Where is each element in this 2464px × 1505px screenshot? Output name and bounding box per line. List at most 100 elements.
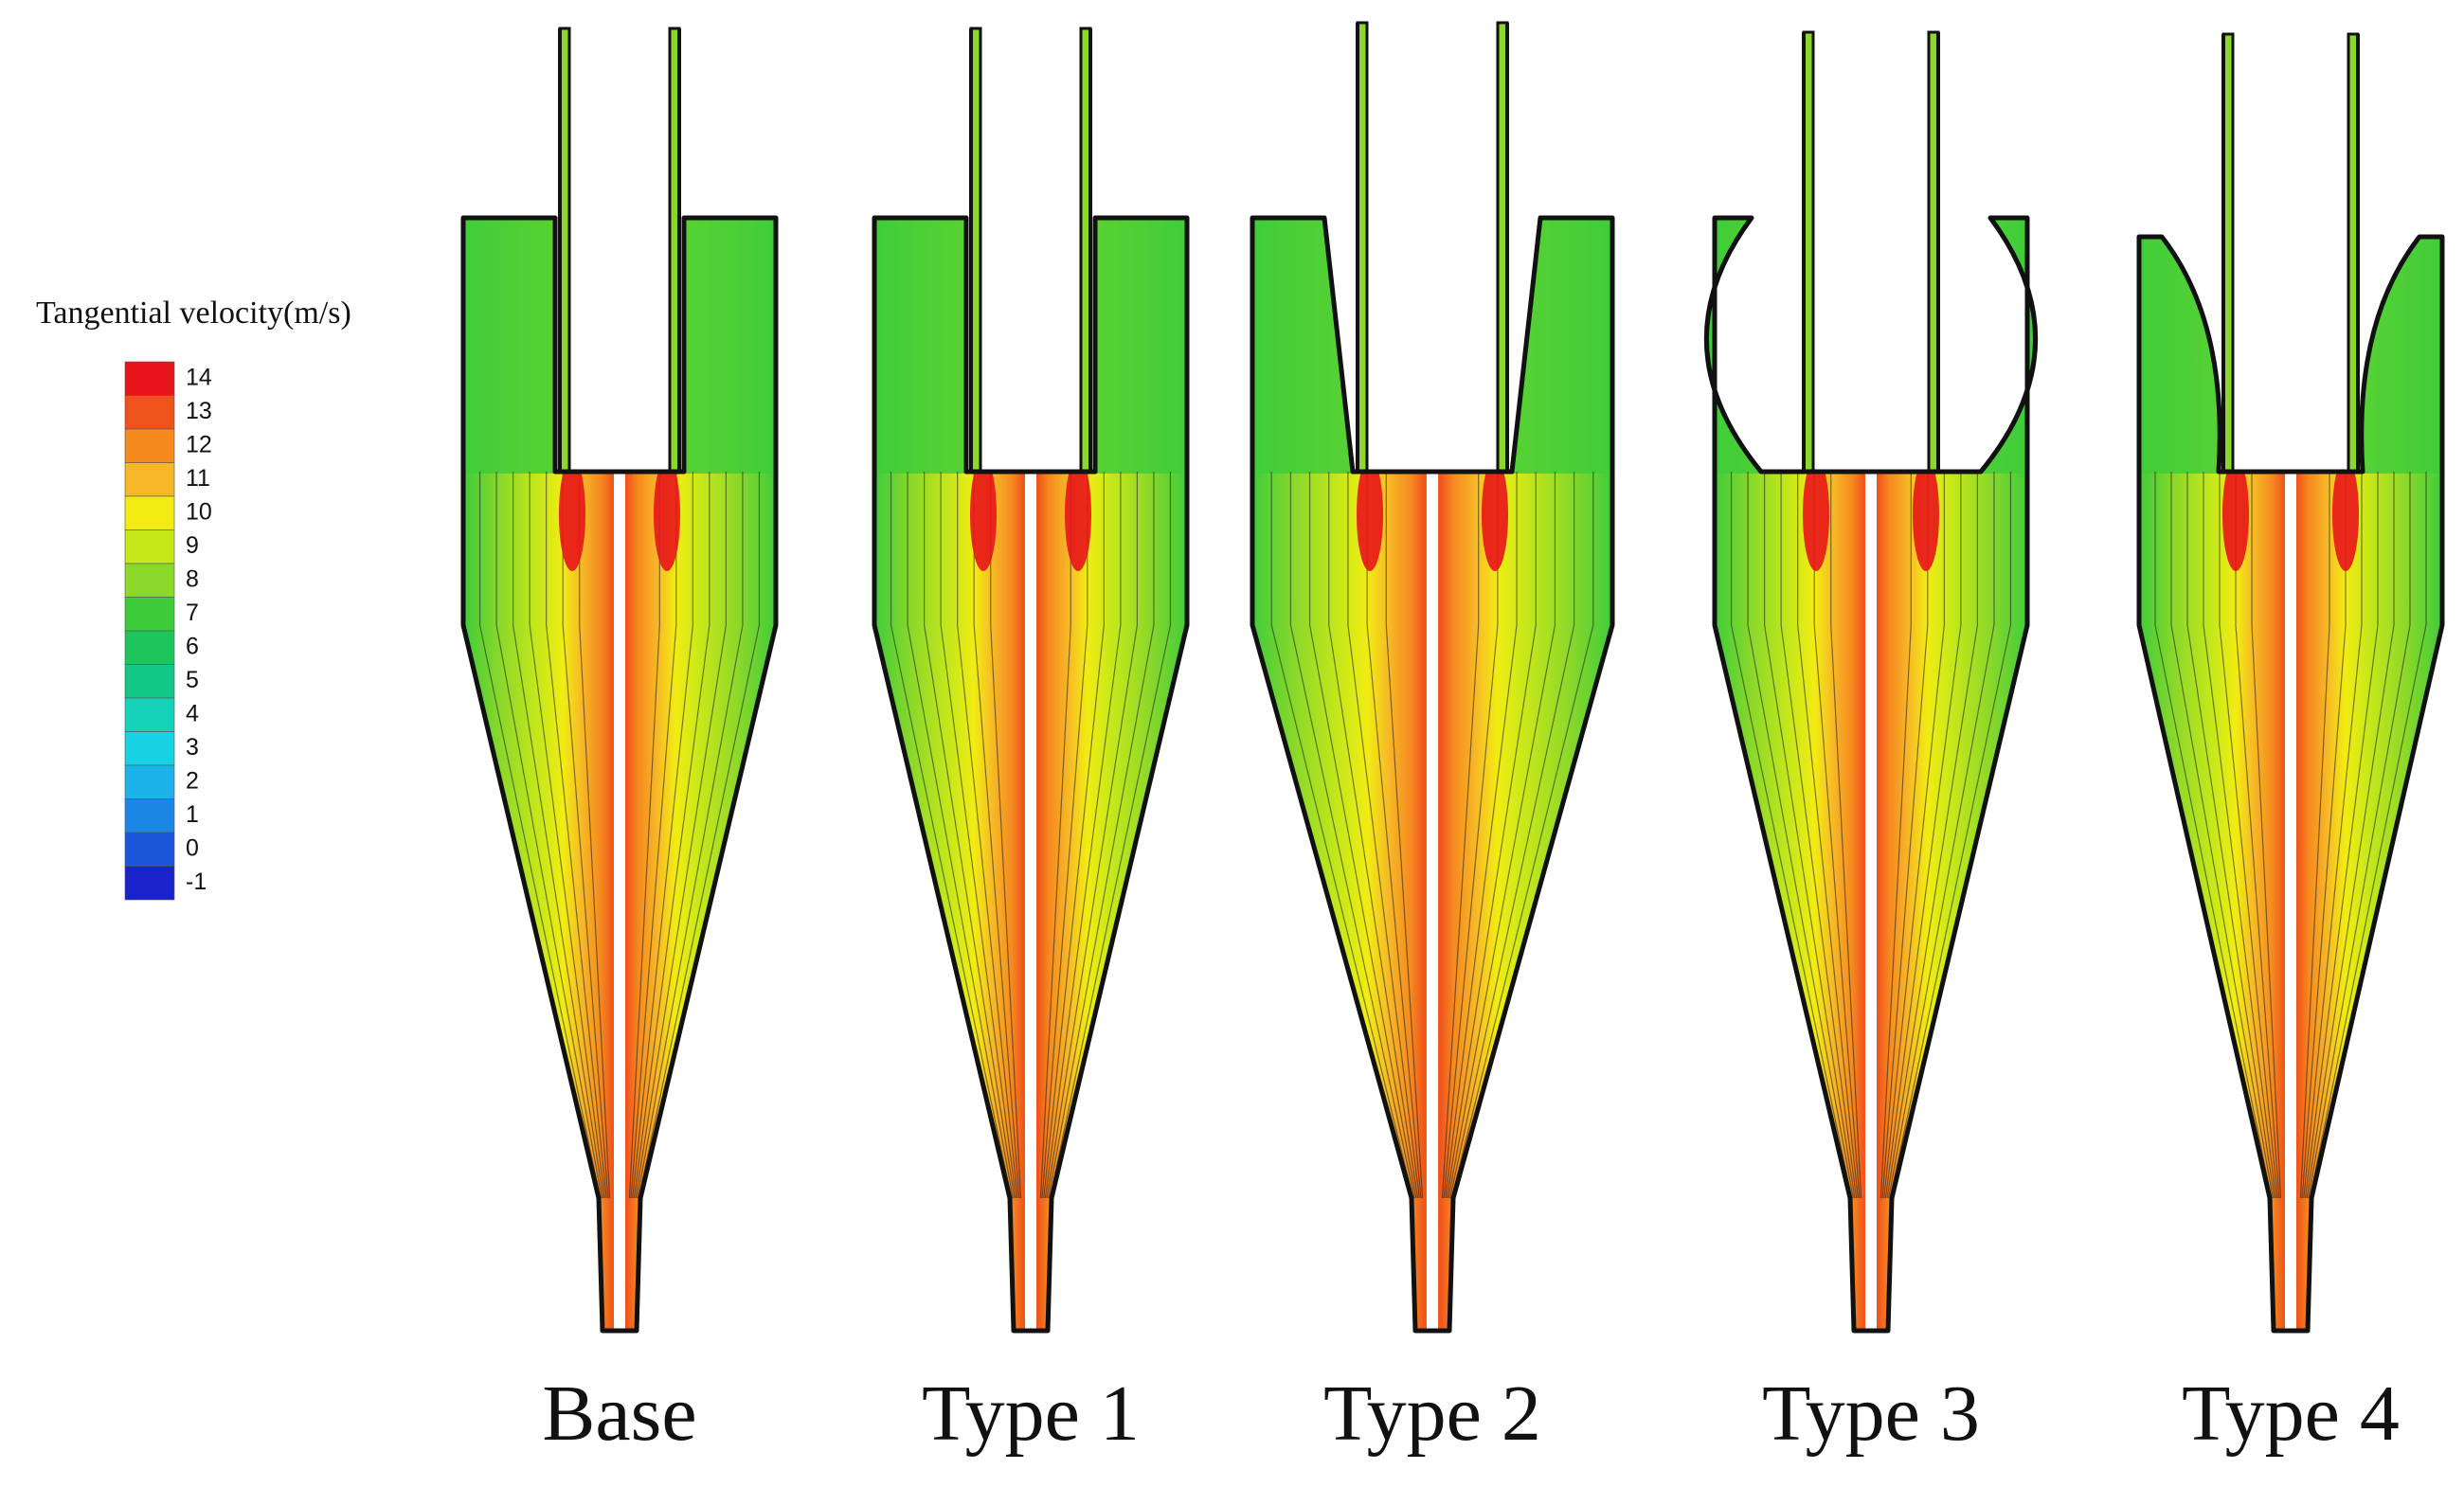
legend-label-9: 9 [186,532,199,559]
legend-label-8: 8 [186,566,199,593]
legend-label-7: 7 [186,600,199,626]
vortex-finder-outline [1356,23,1509,472]
legend-label-11: 11 [186,465,210,492]
contour-line [512,472,728,1199]
contour-line [1747,472,1995,1199]
legend-swatch-1 [124,798,175,833]
cyclone-4 [1704,30,2038,1334]
cyclone-outline [1250,215,1615,1334]
legend-label-14: 14 [186,365,212,391]
legend-label-5: 5 [186,667,199,693]
case-label-1: Base [542,1370,696,1458]
contour-line [907,472,1155,1199]
core-hotspot [654,457,680,571]
cyclone-outline [2136,234,2445,1334]
contour-line [1830,472,1912,1199]
legend-label-13: 13 [186,398,212,424]
contour-line [2186,472,2395,1199]
cyclone-5 [2136,32,2445,1334]
legend-label-1: 1 [186,801,199,828]
cyclone-3 [1250,21,1615,1334]
contour-line [1289,472,1575,1199]
case-labels: Base Type 1 Type 2 Type 3 Type 4 [542,1370,2400,1458]
legend-label-4: 4 [186,701,199,727]
core-hotspot [970,457,997,571]
central-core [1025,28,1036,1331]
contour-line [546,472,693,1199]
core-hotspot [559,457,585,571]
contour-line [1308,472,1556,1199]
core-hotspot [1482,457,1508,571]
central-core [1427,23,1438,1331]
legend-swatch-0 [124,832,175,867]
vortex-finder-outline [2221,34,2360,472]
contour-line [495,472,744,1199]
legend-swatch-10 [124,495,175,530]
cyclone-outline [460,215,779,1334]
legend-swatch-7 [124,597,175,632]
core-hotspot [1065,457,1091,571]
contour-line [890,472,1172,1199]
core-hotspot [1913,457,1939,571]
legend-label-2: 2 [186,768,199,795]
contour-line [1763,472,1979,1199]
legend-title: Tangential velocity(m/s) [36,296,351,331]
vortex-finder-outline [558,28,681,472]
contour-line [2203,472,2379,1199]
legend-label-0: 0 [186,835,199,862]
legend-label-3: 3 [186,734,199,761]
legend-swatch-6 [124,630,175,665]
contour-line [1347,472,1518,1199]
legend-swatch-8 [124,563,175,598]
legend-swatch-4 [124,697,175,732]
legend-swatch-14 [124,361,175,396]
contour-line [957,472,1105,1199]
cyclone-outline [1704,215,2038,1334]
core-hotspot [1357,457,1383,571]
central-core [1865,32,1877,1331]
legend-swatch-11 [124,462,175,497]
contour-line [1385,472,1480,1199]
core-hotspot [2332,457,2359,571]
case-label-3: Type 2 [1323,1370,1541,1458]
case-label-2: Type 1 [922,1370,1140,1458]
contour-line [940,472,1122,1199]
contour-line [2170,472,2411,1199]
legend-label--1: -1 [186,869,207,895]
central-core [614,28,625,1331]
vortex-finder-outline [969,28,1092,472]
cyclone-outline [872,215,1190,1334]
contour-line [2219,472,2363,1199]
legend-swatch-9 [124,529,175,564]
contour-line [529,472,710,1199]
contour-line [923,472,1139,1199]
vortex-finder-outline [1802,32,1940,472]
contour-line [1797,472,1945,1199]
cyclone-group [460,21,2445,1334]
case-label-4: Type 3 [1762,1370,1980,1458]
contour-line [1730,472,2012,1199]
cyclone-2 [872,27,1190,1334]
legend-swatch-5 [124,664,175,699]
contour-line [478,472,761,1199]
cyclone-1 [460,27,779,1334]
legend-label-10: 10 [186,499,212,526]
case-label-5: Type 4 [2182,1370,2400,1458]
central-core [2285,34,2296,1331]
legend-swatch-2 [124,764,175,799]
legend-swatch-13 [124,395,175,430]
contour-line [1780,472,1962,1199]
legend-swatch-3 [124,731,175,766]
legend-label-6: 6 [186,634,199,660]
contour-line [2251,472,2330,1199]
core-hotspot [1803,457,1829,571]
legend-swatch--1 [124,866,175,901]
legend-label-12: 12 [186,432,212,458]
core-hotspot [2222,457,2249,571]
legend-swatch-12 [124,428,175,463]
contour-line [1270,472,1594,1199]
contour-line [1328,472,1537,1199]
